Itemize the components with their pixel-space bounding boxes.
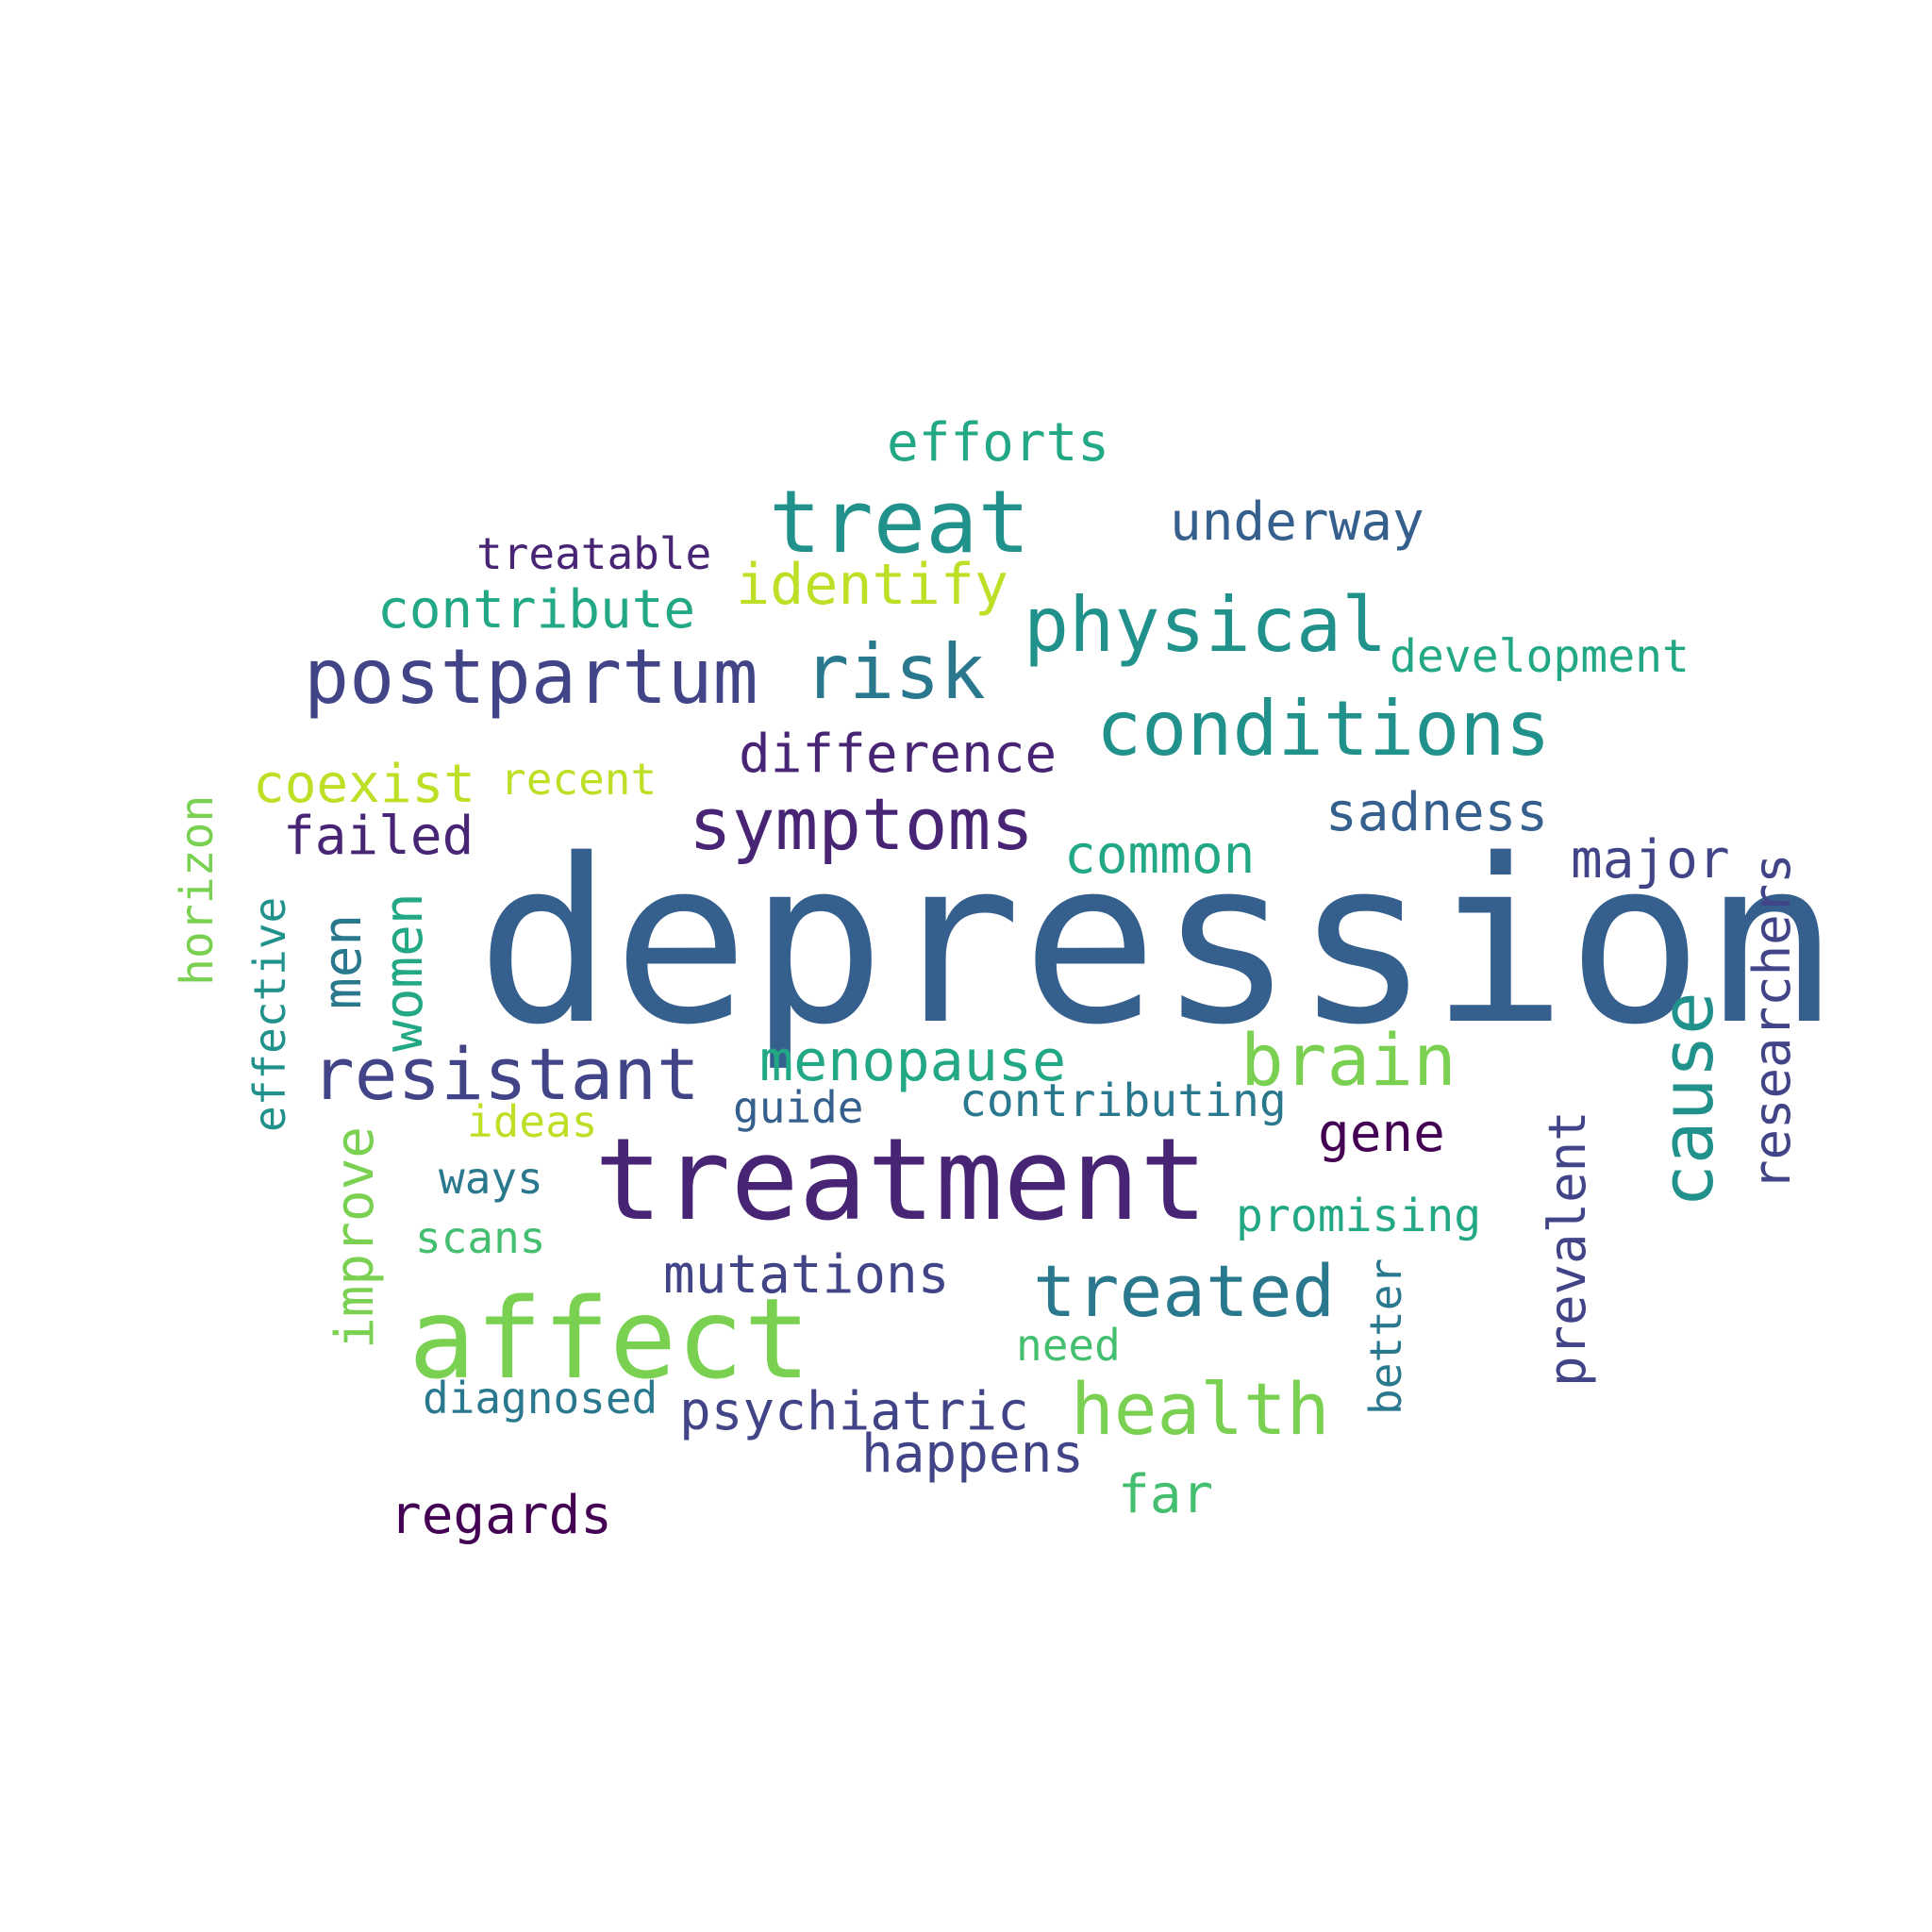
word-brain: brain [1241,1018,1457,1102]
word-identify: identify [736,552,1008,618]
word-treated: treated [1033,1249,1335,1333]
word-recent: recent [500,754,657,805]
word-guide: guide [733,1082,863,1133]
word-efforts: efforts [887,412,1109,474]
word-effective: effective [244,897,295,1132]
word-affect: affect [408,1274,810,1404]
word-menopause: menopause [759,1028,1066,1094]
word-diagnosed: diagnosed [423,1373,658,1424]
word-sadness: sadness [1325,782,1548,843]
word-depression: depression [476,810,1840,1074]
word-conditions: conditions [1096,685,1551,773]
word-mutations: mutations [663,1244,949,1306]
word-development: development [1390,630,1690,683]
word-difference: difference [739,724,1057,785]
word-resistant: resistant [311,1032,700,1116]
word-physical: physical [1024,581,1387,669]
word-ideas: ideas [467,1096,597,1147]
word-underway: underway [1170,491,1424,553]
word-gene: gene [1318,1103,1445,1164]
word-contribute: contribute [377,579,695,641]
word-postpartum: postpartum [304,633,758,721]
word-contributing: contributing [959,1074,1287,1127]
word-major: major [1571,829,1730,891]
word-common: common [1064,824,1255,886]
word-health: health [1071,1367,1330,1451]
word-scans: scans [415,1212,545,1263]
word-treat: treat [769,472,1030,573]
word-prevalent: prevalent [1538,1110,1597,1387]
word-symptoms: symptoms [689,782,1034,866]
word-happens: happens [861,1424,1084,1485]
word-risk: risk [804,628,986,716]
word-improve: improve [325,1126,386,1349]
word-horizon: horizon [171,795,224,986]
word-failed: failed [283,806,474,867]
word-coexist: coexist [253,754,475,815]
word-women: women [374,892,435,1052]
word-promising: promising [1236,1190,1481,1242]
word-researchers: researchers [1742,853,1802,1191]
word-ways: ways [439,1153,543,1204]
word-men: men [312,914,374,1009]
word-far: far [1118,1464,1213,1525]
word-need: need [1016,1320,1121,1371]
word-better: better [1360,1258,1411,1415]
word-treatment: treatment [594,1115,1208,1246]
word-cause: cause [1645,991,1729,1208]
word-psychiatric: psychiatric [679,1381,1029,1442]
word-regards: regards [390,1485,612,1546]
word-treatable: treatable [476,528,711,579]
